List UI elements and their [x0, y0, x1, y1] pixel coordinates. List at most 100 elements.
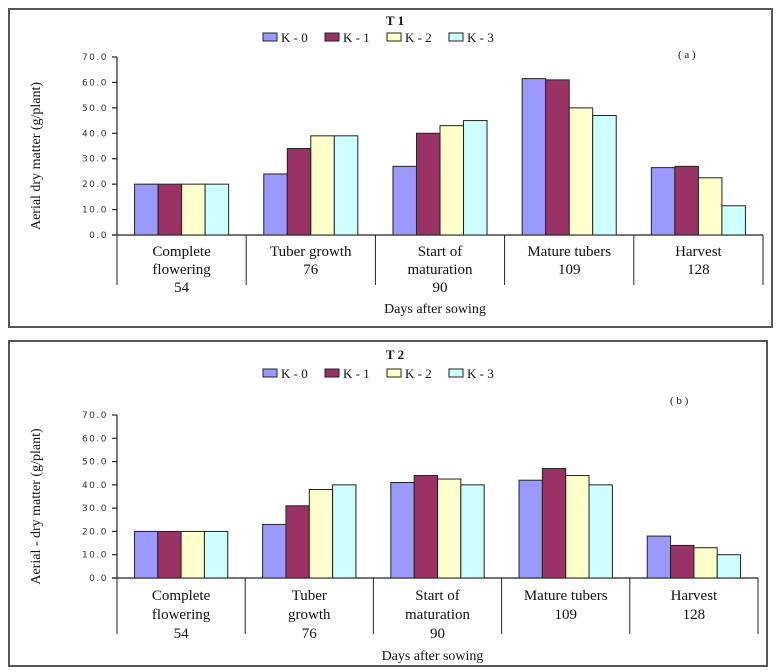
- bar-k-2-3: [565, 475, 590, 579]
- bar-k-3-0: [203, 530, 229, 579]
- category-label-0-1: flowering: [152, 262, 211, 278]
- bar-k-3-0: [204, 183, 230, 236]
- category-label-4-0: Harvest: [671, 588, 718, 604]
- category-label-2-1: maturation: [405, 607, 470, 623]
- y-tick-label-2: 20.0: [82, 180, 108, 190]
- legend-label-0: K - 0: [281, 366, 308, 381]
- category-label-1-1: 76: [303, 262, 319, 278]
- legend-swatch-2: [386, 32, 402, 42]
- category-label-1-1: growth: [288, 607, 331, 623]
- category-label-0-0: Complete: [152, 244, 211, 260]
- legend-label-2: K - 2: [405, 30, 432, 45]
- x-axis-title: Days after sowing: [384, 302, 486, 317]
- bar-k-3-1: [333, 135, 359, 236]
- y-axis-title: Aerial dry matter (g/plant): [29, 82, 44, 230]
- bar-k-0-1: [263, 173, 288, 236]
- bar-k-0-4: [646, 535, 672, 579]
- y-tick-label-4: 40.0: [82, 129, 108, 139]
- bar-k-0-0: [133, 530, 159, 579]
- bar-k-2-1: [308, 489, 334, 579]
- bar-k-1-4: [674, 165, 699, 236]
- bar-k-1-3: [541, 468, 567, 579]
- category-label-2-0: Start of: [415, 588, 460, 604]
- category-label-4-1: 128: [687, 262, 710, 278]
- y-tick-label-5: 50.0: [82, 104, 108, 114]
- chart-panel-a: T 1 K - 0 K - 1 K - 2 K - 3 ( a ) 0.0 10.0 20.0 3…: [8, 8, 773, 328]
- bar-k-0-3: [521, 78, 547, 236]
- legend-swatch-0: [262, 368, 278, 378]
- legend-label-2: K - 2: [405, 366, 432, 381]
- chart-panel-b: T 2 K - 0 K - 1 K - 2 K - 3 ( b ) 0.0 10.0 20.0 3…: [8, 340, 768, 667]
- bar-k-2-2: [439, 125, 465, 236]
- y-tick-label-0: 0.0: [89, 231, 108, 241]
- y-tick-label-5: 50.0: [82, 458, 108, 468]
- y-tick-label-4: 40.0: [82, 481, 108, 491]
- category-label-0-1: flowering: [152, 607, 211, 623]
- bar-k-3-3: [592, 114, 617, 236]
- bar-k-2-2: [437, 478, 462, 579]
- bar-k-3-2: [460, 484, 485, 579]
- y-tick-label-2: 20.0: [82, 527, 108, 537]
- category-label-4-0: Harvest: [675, 244, 722, 260]
- y-tick-label-7: 70.0: [82, 53, 108, 63]
- category-label-1-0: Tuber growth: [270, 244, 352, 260]
- legend-label-1: K - 1: [343, 30, 370, 45]
- bar-k-0-1: [262, 523, 287, 579]
- chart-title: T 1: [386, 13, 404, 28]
- category-label-3-0: Mature tubers: [527, 244, 611, 260]
- category-label-1-0: Tuber: [292, 588, 327, 604]
- legend-swatch-1: [324, 32, 340, 42]
- bar-k-0-2: [390, 482, 415, 579]
- chart-title: T 2: [386, 347, 404, 362]
- bar-k-1-4: [670, 544, 695, 579]
- category-label-2-0: Start of: [418, 244, 463, 260]
- category-label-0-0: Complete: [152, 588, 211, 604]
- y-tick-label-7: 70.0: [82, 411, 108, 421]
- bar-k-1-2: [413, 475, 439, 579]
- bar-k-2-3: [568, 107, 594, 236]
- panel-label: ( b ): [670, 395, 689, 407]
- chart-a: T 1 K - 0 K - 1 K - 2 K - 3 ( a ) 0.0 10.0 20.0 3…: [29, 13, 764, 317]
- y-tick-label-3: 30.0: [82, 155, 108, 165]
- bar-k-1-1: [286, 148, 312, 236]
- category-label-2-2: 90: [430, 626, 445, 642]
- bar-k-2-4: [697, 177, 723, 236]
- y-tick-label-6: 60.0: [82, 434, 108, 444]
- y-tick-label-0: 0.0: [89, 574, 108, 584]
- y-tick-label-3: 30.0: [82, 504, 108, 514]
- legend-swatch-0: [262, 32, 278, 42]
- legend-swatch-1: [324, 368, 340, 378]
- bar-k-0-3: [518, 479, 543, 579]
- bar-k-2-1: [310, 135, 335, 236]
- x-axis-title: Days after sowing: [382, 649, 484, 664]
- bar-k-3-1: [332, 484, 357, 579]
- bar-k-0-2: [392, 165, 417, 236]
- bar-k-3-4: [716, 554, 742, 579]
- category-label-0-2: 54: [174, 280, 190, 296]
- bar-k-3-3: [588, 484, 613, 579]
- bar-k-2-0: [181, 183, 206, 236]
- legend-swatch-2: [386, 368, 402, 378]
- chart-b: T 2 K - 0 K - 1 K - 2 K - 3 ( b ) 0.0 10.0 20.0 3…: [29, 347, 759, 664]
- category-label-3-0: Mature tubers: [524, 588, 608, 604]
- bar-k-1-2: [415, 132, 441, 236]
- y-tick-label-1: 10.0: [82, 206, 108, 216]
- category-label-2-1: maturation: [408, 262, 473, 278]
- bar-k-1-1: [285, 505, 310, 579]
- y-tick-label-6: 60.0: [82, 78, 108, 88]
- bar-k-1-0: [157, 530, 182, 579]
- legend-label-3: K - 3: [467, 30, 494, 45]
- legend-swatch-3: [448, 32, 464, 42]
- legend-label-1: K - 1: [343, 366, 370, 381]
- bar-k-2-0: [180, 530, 205, 579]
- legend-swatch-3: [448, 368, 464, 378]
- category-label-2-2: 90: [433, 280, 448, 296]
- category-label-4-1: 128: [683, 607, 706, 623]
- y-axis-title: Aerial - dry matter (g/plant): [29, 428, 44, 585]
- category-label-3-1: 109: [554, 607, 577, 623]
- bar-k-2-4: [693, 547, 718, 579]
- bar-k-3-4: [721, 205, 746, 236]
- legend-label-3: K - 3: [467, 366, 494, 381]
- y-tick-label-1: 10.0: [82, 551, 108, 561]
- category-label-3-1: 109: [558, 262, 581, 278]
